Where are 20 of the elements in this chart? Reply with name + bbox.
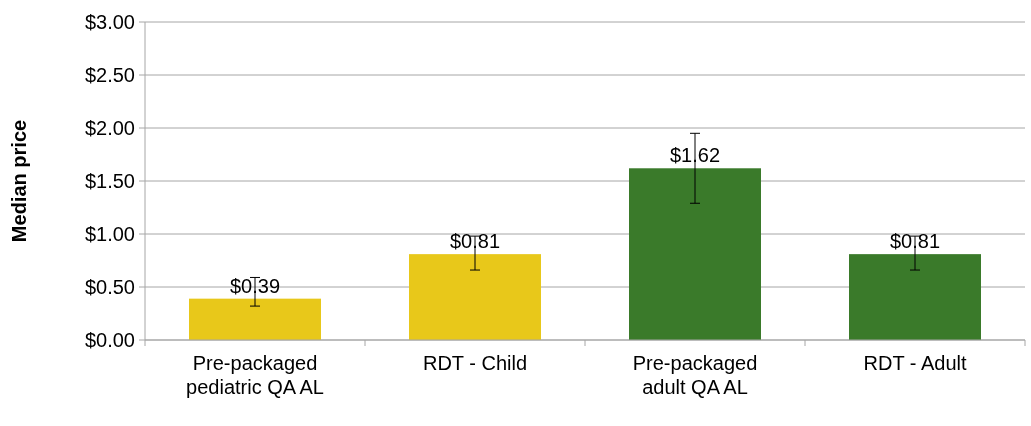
y-axis-title: Median price bbox=[8, 119, 30, 243]
x-tick-label: Pre-packaged adult QA AL bbox=[632, 352, 758, 398]
y-tick-label: $2.50 bbox=[84, 64, 135, 86]
bar bbox=[629, 168, 761, 340]
y-tick-label: $1.00 bbox=[84, 223, 135, 245]
bar bbox=[409, 254, 541, 340]
y-tick-label: $0.00 bbox=[84, 329, 135, 351]
y-tick-label: $2.00 bbox=[84, 117, 135, 139]
bar bbox=[849, 254, 981, 340]
y-tick-label: $0.50 bbox=[84, 276, 135, 298]
data-label: $1.62 bbox=[669, 144, 721, 167]
data-label: $0.39 bbox=[229, 274, 281, 297]
y-tick-label: $1.50 bbox=[84, 170, 135, 192]
data-label: $0.81 bbox=[449, 230, 501, 253]
x-tick-label: RDT - Adult bbox=[863, 352, 967, 374]
data-label: $0.81 bbox=[889, 230, 941, 253]
y-tick-label: $3.00 bbox=[84, 11, 135, 33]
x-tick-label: RDT - Child bbox=[422, 352, 528, 374]
bar bbox=[189, 298, 321, 340]
x-tick-label: Pre-packaged pediatric QA AL bbox=[186, 352, 324, 398]
